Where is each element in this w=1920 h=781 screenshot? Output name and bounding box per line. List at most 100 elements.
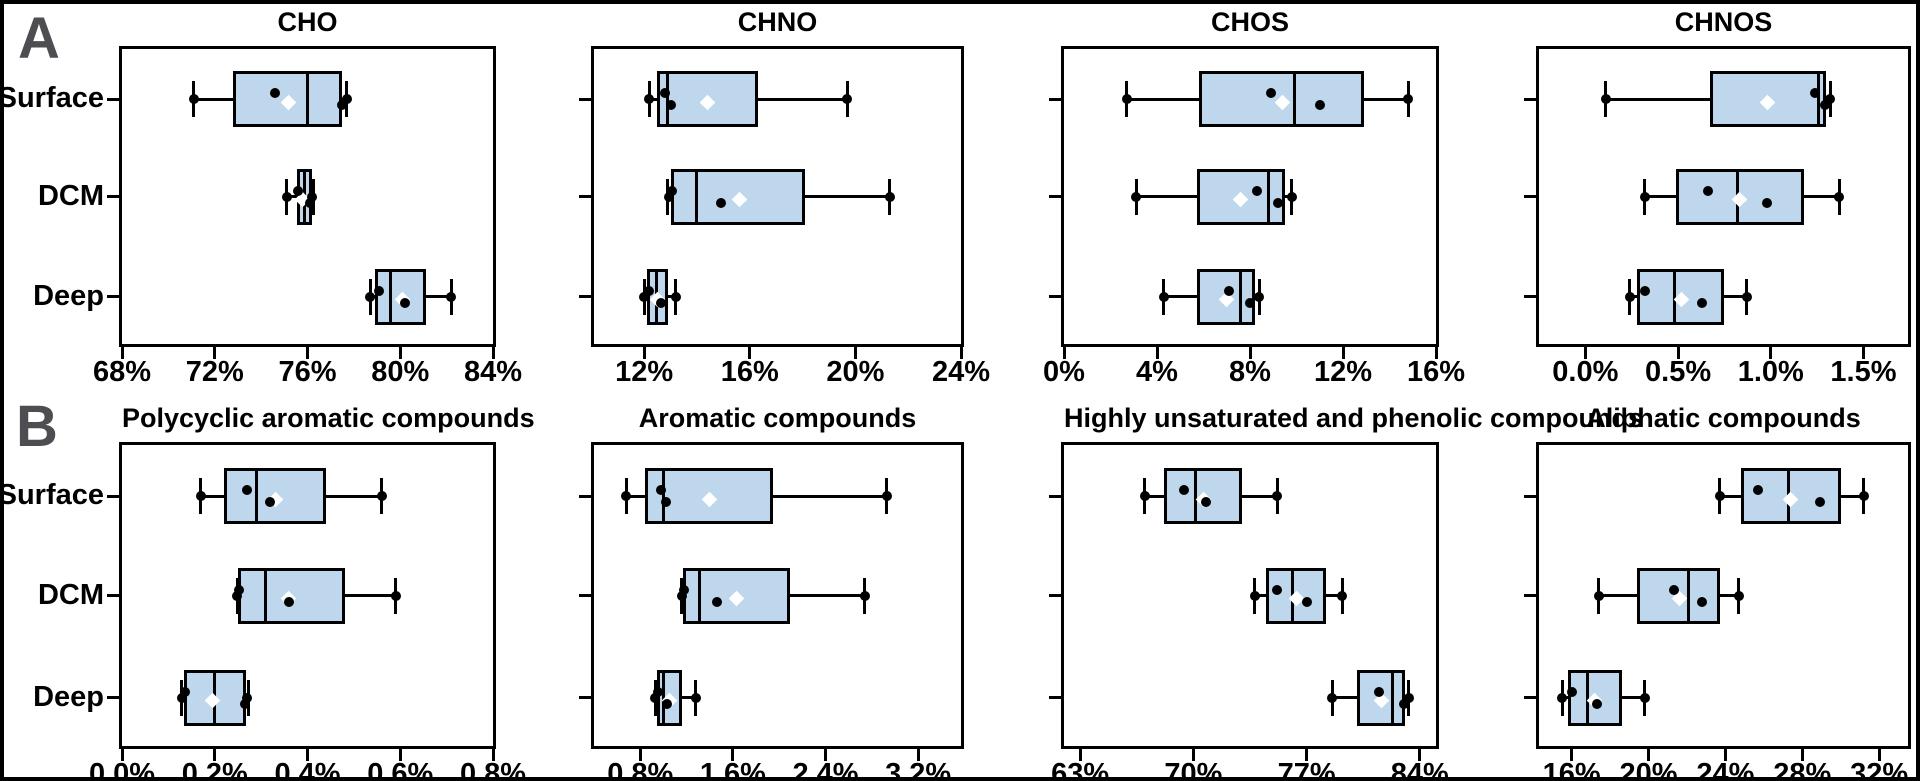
y-category-label: DCM (37, 179, 104, 212)
panel-title: CHNOS (1674, 7, 1773, 37)
data-point (715, 197, 726, 208)
x-tick-label: 16% (1406, 356, 1466, 388)
panel-aromatic-compounds: Aromatic compounds 0.8% 1.6% 2.4% 3.2% (579, 405, 964, 777)
x-tick (1191, 746, 1195, 761)
y-category-label: Deep (33, 279, 104, 312)
panel-title: Aromatic compounds (638, 403, 917, 433)
y-tick (1049, 195, 1061, 198)
data-point (639, 291, 650, 302)
plot-area: Aromatic compounds 0.8% 1.6% 2.4% 3.2% (579, 405, 964, 777)
median-line (1292, 71, 1296, 128)
data-point (1624, 291, 1635, 302)
data-point (1825, 94, 1836, 105)
x-tick (1676, 344, 1680, 359)
y-tick (579, 97, 591, 101)
y-category-label: Surface (0, 479, 104, 512)
data-point (1403, 94, 1414, 105)
data-point (1733, 590, 1744, 601)
x-tick (120, 344, 124, 359)
x-tick (306, 746, 309, 761)
y-tick (1049, 494, 1061, 498)
data-point (179, 686, 190, 697)
x-tick-label: 12% (615, 356, 674, 388)
x-tick (306, 344, 309, 359)
data-point (1178, 485, 1189, 496)
x-tick (1341, 344, 1345, 359)
data-point (660, 88, 671, 99)
data-point (884, 191, 895, 202)
panel-polycyclic-aromatic-compounds: Polycyclic aromatic compounds 0.0% 0.2% 0.4… (4, 405, 535, 778)
x-tick (1305, 746, 1309, 761)
median-line (1193, 468, 1197, 525)
data-point (1265, 88, 1276, 99)
data-point (242, 485, 253, 496)
data-point (399, 297, 410, 308)
y-tick (1524, 696, 1536, 700)
y-tick (1524, 97, 1536, 101)
y-tick (1524, 594, 1536, 597)
data-point (1245, 297, 1255, 308)
y-tick (579, 494, 591, 498)
data-point (679, 584, 690, 595)
data-point (1819, 100, 1830, 111)
data-point (1858, 491, 1869, 502)
plot-area: Aliphatic compounds 16% 20% 24% 28% 32% (1524, 405, 1911, 777)
x-tick (1583, 344, 1587, 359)
x-tick-label: 1.5% (1830, 356, 1897, 388)
median-line (306, 71, 309, 128)
x-tick-label: 8% (1229, 356, 1271, 388)
y-category-label: DCM (37, 578, 104, 611)
data-point (711, 596, 722, 607)
data-point (232, 590, 242, 601)
y-tick (579, 594, 591, 597)
x-tick (853, 344, 857, 359)
x-tick (491, 344, 495, 359)
y-tick (1524, 195, 1536, 198)
x-tick (731, 746, 735, 761)
y-category-label: Deep (33, 680, 104, 713)
x-tick-label: 20% (826, 356, 885, 388)
data-point (265, 497, 276, 508)
x-tick (916, 746, 920, 761)
x-tick-label: 1.6% (699, 758, 766, 781)
x-tick-label: 0.6% (367, 758, 434, 781)
x-tick-label: 77% (1277, 758, 1336, 781)
data-point (283, 596, 294, 607)
x-tick-label: 0.8% (607, 758, 674, 781)
data-point (446, 291, 457, 302)
data-point (1714, 491, 1725, 502)
data-point (652, 686, 663, 697)
data-point (1697, 297, 1708, 308)
plot-area: Highly unsaturated and phenolic compound… (1049, 405, 1643, 777)
x-tick (959, 344, 963, 359)
panel-b-label: B (16, 394, 58, 459)
data-point (661, 698, 672, 709)
data-point (842, 94, 853, 105)
x-tick-label: 2.4% (792, 758, 859, 781)
data-point (390, 590, 401, 601)
panel-highly-unsaturated-and-phenolic-compounds: Highly unsaturated and phenolic compound… (1049, 405, 1643, 777)
data-point (1139, 491, 1150, 502)
x-tick (120, 746, 124, 761)
data-point (1814, 497, 1825, 508)
data-point (1251, 185, 1262, 196)
data-point (1224, 285, 1235, 296)
data-point (1702, 185, 1713, 196)
plot-area: CHOS 0% 4% 8% 12% 16% (1043, 9, 1465, 387)
data-point (1557, 692, 1568, 703)
x-tick (642, 344, 646, 359)
data-point (1398, 698, 1409, 709)
plot-area: CHNO 12% 16% 20% 24% (579, 9, 990, 387)
x-tick (1078, 746, 1082, 761)
x-tick-label: 72% (185, 356, 244, 388)
data-point (1639, 191, 1650, 202)
data-point (656, 297, 667, 308)
data-point (1272, 197, 1283, 208)
x-tick-label: 0.2% (181, 758, 248, 781)
x-tick-label: 28% (1773, 758, 1832, 781)
data-point (650, 692, 661, 703)
data-point (666, 185, 677, 196)
data-point (341, 94, 352, 105)
data-point (337, 100, 348, 111)
